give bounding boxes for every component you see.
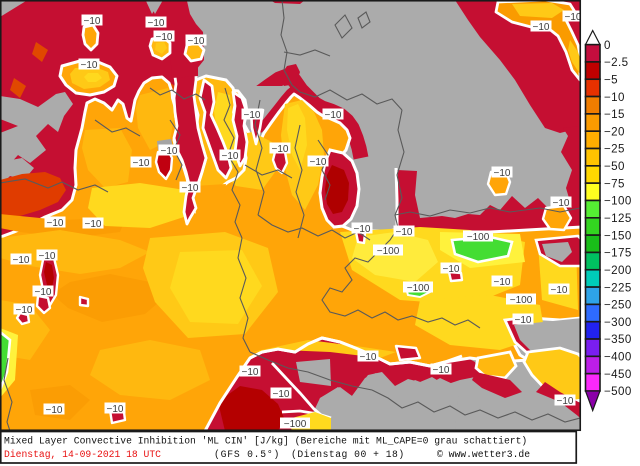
svg-text:−10: −10	[396, 227, 413, 238]
svg-text:−200: −200	[604, 264, 632, 277]
svg-text:−10: −10	[156, 32, 173, 43]
svg-text:−10: −10	[494, 277, 511, 288]
svg-text:Dienstag, 14-09-2021 18 UTC: Dienstag, 14-09-2021 18 UTC	[4, 449, 161, 460]
svg-text:−10: −10	[39, 251, 56, 262]
svg-text:−100: −100	[377, 246, 400, 257]
svg-text:−10: −10	[533, 22, 550, 33]
svg-text:−10: −10	[107, 404, 124, 415]
svg-text:−10: −10	[551, 285, 568, 296]
svg-text:−450: −450	[604, 368, 632, 381]
svg-text:−100: −100	[510, 295, 533, 306]
svg-text:−125: −125	[604, 212, 632, 225]
svg-text:−10: −10	[557, 396, 574, 407]
svg-text:−10: −10	[242, 367, 259, 378]
svg-text:0: 0	[604, 39, 611, 52]
svg-text:−10: −10	[433, 365, 450, 376]
svg-text:−225: −225	[604, 281, 632, 294]
svg-text:−20: −20	[604, 125, 625, 138]
svg-text:−50: −50	[604, 160, 625, 173]
svg-text:−10: −10	[84, 16, 101, 27]
svg-text:−10: −10	[310, 157, 327, 168]
svg-text:−10: −10	[222, 151, 239, 162]
svg-text:−10: −10	[494, 168, 511, 179]
svg-text:−10: −10	[182, 183, 199, 194]
svg-text:−10: −10	[16, 305, 33, 316]
svg-text:−10: −10	[604, 91, 625, 104]
svg-text:−250: −250	[604, 299, 632, 312]
svg-text:−10: −10	[133, 158, 150, 169]
svg-text:−10: −10	[553, 198, 570, 209]
svg-text:−75: −75	[604, 177, 625, 190]
svg-text:−10: −10	[46, 405, 63, 416]
svg-text:−5: −5	[604, 73, 618, 86]
svg-text:−25: −25	[604, 143, 625, 156]
svg-text:−400: −400	[604, 351, 632, 364]
svg-text:−10: −10	[81, 60, 98, 71]
svg-text:−10: −10	[13, 255, 30, 266]
svg-text:−10: −10	[35, 287, 52, 298]
svg-text:−10: −10	[85, 219, 102, 230]
svg-text:−2.5: −2.5	[604, 56, 629, 69]
svg-text:−100: −100	[407, 283, 430, 294]
svg-text:(GFS 0.5°): (GFS 0.5°)	[214, 449, 280, 460]
svg-text:−10: −10	[188, 36, 205, 47]
svg-text:© www.wetter3.de: © www.wetter3.de	[437, 449, 530, 460]
svg-text:−10: −10	[47, 218, 64, 229]
svg-text:(Dienstag 00 + 18): (Dienstag 00 + 18)	[291, 449, 405, 460]
svg-text:−100: −100	[467, 232, 490, 243]
svg-text:−500: −500	[604, 385, 632, 398]
svg-text:−175: −175	[604, 247, 632, 260]
svg-text:−10: −10	[565, 12, 582, 23]
svg-text:−10: −10	[273, 389, 290, 400]
svg-text:−300: −300	[604, 316, 632, 329]
svg-text:−10: −10	[325, 110, 342, 121]
svg-text:−10: −10	[354, 224, 371, 235]
svg-text:−150: −150	[604, 229, 632, 242]
svg-text:−10: −10	[161, 146, 178, 157]
svg-text:−10: −10	[272, 144, 289, 155]
svg-text:Mixed Layer Convective Inhibit: Mixed Layer Convective Inhibition 'ML CI…	[4, 436, 527, 447]
svg-text:−100: −100	[604, 195, 632, 208]
svg-text:−10: −10	[515, 315, 532, 326]
svg-text:−350: −350	[604, 333, 632, 346]
svg-text:−10: −10	[244, 110, 261, 121]
svg-text:−10: −10	[148, 18, 165, 29]
svg-text:−10: −10	[443, 264, 460, 275]
svg-text:−15: −15	[604, 108, 625, 121]
svg-text:−10: −10	[360, 352, 377, 363]
svg-text:−100: −100	[284, 419, 307, 430]
